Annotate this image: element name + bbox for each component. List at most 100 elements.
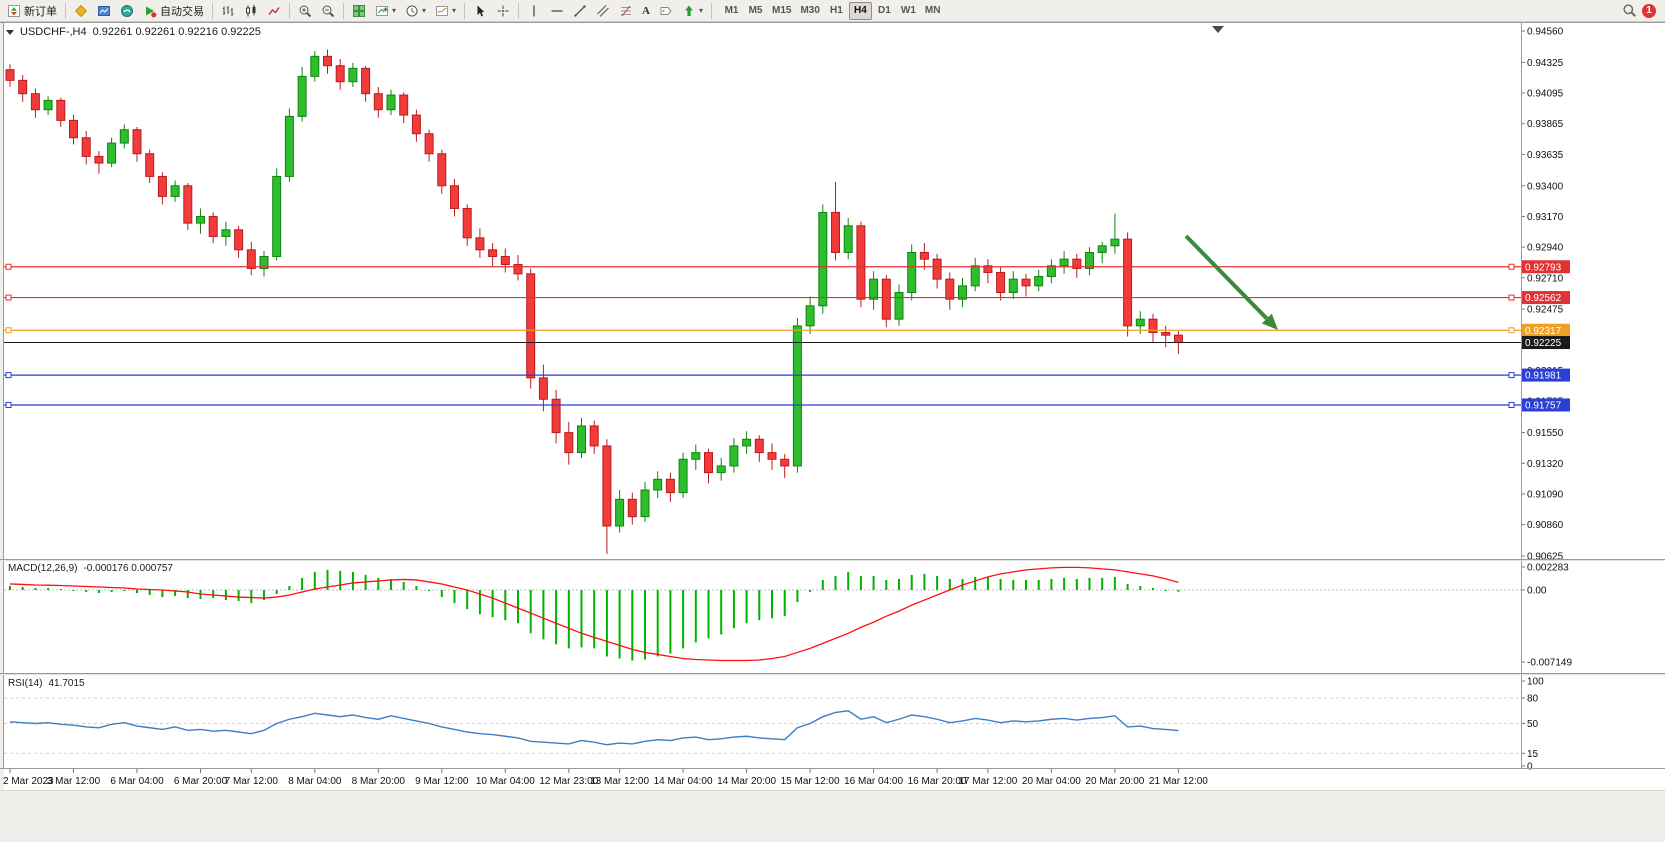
chevron-down-icon: ▾ [392, 5, 397, 15]
timeframe-m5[interactable]: M5 [744, 2, 767, 20]
rsi-line [9, 710, 1179, 746]
zoom-out-icon [322, 5, 335, 17]
channel-button[interactable] [592, 1, 614, 21]
rsi-name: RSI(14) [8, 678, 43, 689]
indicators-icon [376, 5, 388, 16]
svg-text:0.92475: 0.92475 [1527, 305, 1564, 316]
separator [212, 2, 213, 19]
chart-canvas[interactable]: 0.94560 0.94325 0.94095 0.93865 0.93635 0.934… [0, 22, 1665, 842]
fibonacci-button[interactable] [615, 1, 637, 21]
market-button[interactable] [70, 1, 92, 21]
clock-icon [406, 5, 418, 16]
separator [65, 2, 66, 19]
timeframe-m1[interactable]: M1 [720, 2, 743, 20]
rsi-value: 41.7015 [48, 678, 85, 689]
templates-button[interactable]: ▾ [431, 1, 460, 21]
search-button[interactable] [1618, 1, 1641, 21]
arrows-button[interactable]: ▾ [678, 1, 707, 21]
price-tag [1522, 398, 1570, 412]
auto-trading-icon [146, 6, 157, 17]
svg-text:15 Mar 12:00: 15 Mar 12:00 [781, 776, 840, 787]
one-click-trading-icon[interactable] [6, 29, 14, 35]
candlestick-chart-button[interactable] [240, 1, 262, 21]
rsi-indicator-label: RSI(14) 41.7015 [8, 678, 85, 689]
zoom-in-icon [299, 5, 312, 17]
timeframe-mn[interactable]: MN [921, 2, 945, 20]
community-button[interactable] [116, 1, 138, 21]
zoom-in-button[interactable] [294, 1, 316, 21]
text-button[interactable]: A [638, 1, 654, 21]
timeframe-m15[interactable]: M15 [768, 2, 795, 20]
svg-text:0.93400: 0.93400 [1527, 181, 1564, 192]
svg-text:0.91320: 0.91320 [1527, 459, 1564, 470]
indicators-button[interactable]: ▾ [371, 1, 400, 21]
trendline-button[interactable] [569, 1, 591, 21]
charts-window-button[interactable] [93, 1, 115, 21]
timeframe-w1[interactable]: W1 [897, 2, 920, 20]
tile-windows-icon [353, 4, 365, 17]
chart-symbol-period: USDCHF-,H4 [20, 26, 87, 38]
svg-text:3 Mar 12:00: 3 Mar 12:00 [47, 776, 101, 787]
price-tag [1522, 336, 1570, 350]
svg-text:9 Mar 12:00: 9 Mar 12:00 [415, 776, 469, 787]
timeframe-toolbar: M1 M5 M15 M30 H1 H4 D1 W1 MN [720, 1, 945, 20]
svg-text:0.91981: 0.91981 [1525, 371, 1562, 382]
new-order-button[interactable]: 新订单 [3, 1, 61, 21]
tile-windows-button[interactable] [348, 1, 370, 21]
svg-text:6 Mar 04:00: 6 Mar 04:00 [110, 776, 164, 787]
svg-text:0.94560: 0.94560 [1527, 27, 1564, 38]
timeframe-h1[interactable]: H1 [825, 2, 848, 20]
svg-text:7 Mar 12:00: 7 Mar 12:00 [225, 776, 279, 787]
timeframe-h4[interactable]: H4 [848, 1, 872, 20]
svg-text:20 Mar 04:00: 20 Mar 04:00 [1022, 776, 1081, 787]
auto-trading-label: 自动交易 [160, 5, 204, 18]
svg-text:0.92317: 0.92317 [1525, 326, 1562, 337]
svg-text:0.93170: 0.93170 [1527, 212, 1564, 223]
chevron-down-icon: ▾ [452, 5, 457, 15]
separator [711, 2, 713, 19]
macd-name: MACD(12,26,9) [8, 563, 78, 574]
horizontal-line-icon [551, 9, 563, 12]
templates-icon [436, 5, 449, 16]
community-icon [121, 4, 133, 17]
crosshair-icon [497, 5, 509, 16]
separator [289, 2, 290, 19]
svg-text:12 Mar 23:00: 12 Mar 23:00 [539, 776, 598, 787]
horizontal-lines [4, 260, 1570, 412]
svg-text:0.92793: 0.92793 [1525, 262, 1562, 273]
horizontal-line-button[interactable] [546, 1, 568, 21]
svg-text:0.90860: 0.90860 [1527, 520, 1564, 531]
timeframe-d1[interactable]: D1 [873, 2, 896, 20]
chart-ohlc-values: 0.92261 0.92261 0.92216 0.92225 [92, 26, 261, 38]
line-chart-button[interactable] [263, 1, 285, 21]
svg-text:16 Mar 04:00: 16 Mar 04:00 [844, 776, 903, 787]
svg-text:0.92940: 0.92940 [1527, 243, 1564, 254]
text-label-icon [660, 6, 672, 15]
text-label-button[interactable] [655, 1, 677, 21]
vertical-line-button[interactable] [523, 1, 545, 21]
cursor-button[interactable] [469, 1, 491, 21]
separator [518, 2, 520, 19]
new-order-icon [8, 4, 20, 17]
timeframe-m30[interactable]: M30 [796, 2, 823, 20]
vertical-line-icon [533, 5, 535, 16]
bar-chart-button[interactable] [217, 1, 239, 21]
fibonacci-icon [621, 5, 632, 16]
bar-chart-icon [222, 5, 234, 16]
candlestick-chart-icon [246, 4, 256, 16]
periods-button[interactable]: ▾ [401, 1, 430, 21]
svg-text:6 Mar 20:00: 6 Mar 20:00 [174, 776, 228, 787]
crosshair-button[interactable] [492, 1, 514, 21]
svg-text:10 Mar 04:00: 10 Mar 04:00 [476, 776, 535, 787]
arrow-object-icon [685, 5, 693, 16]
svg-text:0.94095: 0.94095 [1527, 89, 1564, 100]
channel-icon [597, 4, 609, 17]
notification-badge[interactable]: 1 [1642, 3, 1656, 18]
auto-trading-button[interactable]: 自动交易 [139, 1, 208, 21]
shift-marker [1212, 26, 1224, 33]
separator [343, 2, 344, 19]
zoom-out-button[interactable] [317, 1, 339, 21]
svg-text:17 Mar 12:00: 17 Mar 12:00 [958, 776, 1017, 787]
svg-text:21 Mar 12:00: 21 Mar 12:00 [1149, 776, 1208, 787]
price-tag [1522, 323, 1570, 337]
